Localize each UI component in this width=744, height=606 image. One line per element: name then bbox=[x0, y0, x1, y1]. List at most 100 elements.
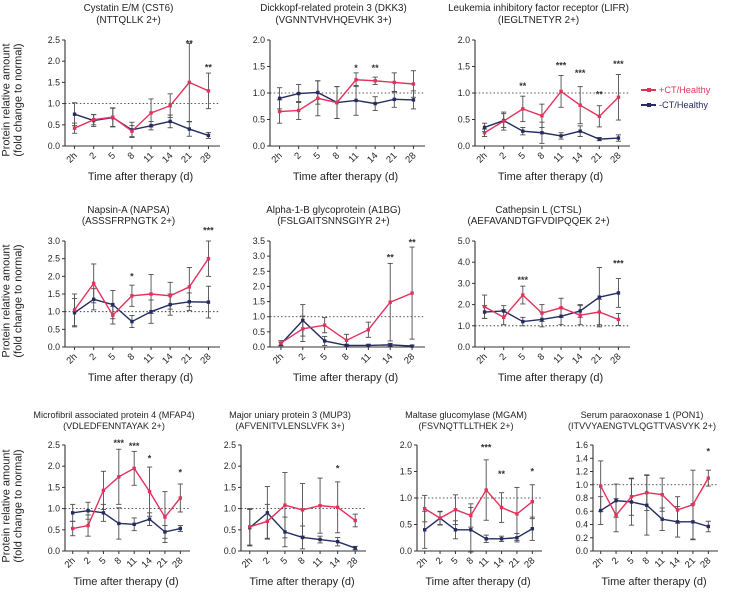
panel-title: Cathepsin L (CTSL) bbox=[495, 204, 582, 216]
svg-text:28: 28 bbox=[197, 149, 212, 164]
svg-text:5: 5 bbox=[515, 351, 526, 362]
svg-text:8: 8 bbox=[464, 554, 475, 565]
svg-text:14: 14 bbox=[159, 351, 174, 366]
svg-text:5: 5 bbox=[515, 149, 526, 160]
panel-subtitle: (IEGLTNETYR 2+) bbox=[497, 14, 580, 26]
svg-text:***: *** bbox=[613, 58, 624, 68]
svg-text:*: * bbox=[336, 463, 340, 473]
chart-panel-napsa: Napsin-A (NAPSA) (ASSSFRPNGTK 2+) 0.0 0.5 1.… bbox=[26, 204, 231, 384]
figure-row-3: Protein relative amount (fold change to … bbox=[0, 410, 744, 588]
svg-text:28: 28 bbox=[344, 554, 359, 569]
svg-text:**: ** bbox=[204, 62, 212, 72]
svg-text:2: 2 bbox=[496, 149, 507, 160]
svg-text:1.5: 1.5 bbox=[47, 77, 59, 87]
svg-text:5: 5 bbox=[105, 351, 116, 362]
panel-title: Microfibril associated protein 4 (MFAP4) bbox=[33, 410, 195, 420]
svg-text:2.0: 2.0 bbox=[400, 440, 412, 450]
svg-text:14: 14 bbox=[139, 554, 154, 569]
chart-panel-ctsl: Cathepsin L (CTSL) (AEFAVANDTGFVDIPQQEK 2… bbox=[436, 204, 641, 384]
panel-plot: 0.0 0.2 0.4 0.6 0.8 1.0 1.2 1.4 1.6 2h 2 5 8 11 14 21 28… bbox=[576, 440, 718, 570]
svg-text:**: ** bbox=[371, 63, 379, 73]
svg-text:14: 14 bbox=[327, 554, 342, 569]
svg-text:2: 2 bbox=[260, 554, 271, 565]
svg-text:8: 8 bbox=[329, 149, 340, 160]
x-axis-label: Time after therapy (d) bbox=[292, 170, 399, 183]
y-axis-title-line1: Protein relative amount bbox=[0, 244, 13, 358]
svg-text:2h: 2h bbox=[63, 149, 78, 164]
svg-text:11: 11 bbox=[124, 554, 139, 569]
svg-text:28: 28 bbox=[698, 554, 713, 569]
svg-text:11: 11 bbox=[345, 149, 360, 164]
svg-text:2.0: 2.0 bbox=[224, 461, 236, 471]
svg-text:5: 5 bbox=[317, 351, 328, 362]
svg-text:2: 2 bbox=[81, 554, 92, 565]
panel-subtitle: (ITVVYAENGTVLQGTTVASVYK 2+) bbox=[568, 420, 716, 431]
svg-text:3.0: 3.0 bbox=[457, 278, 469, 288]
svg-text:8: 8 bbox=[124, 149, 135, 160]
svg-text:2.0: 2.0 bbox=[457, 35, 469, 45]
svg-text:1.0: 1.0 bbox=[252, 312, 264, 322]
svg-text:8: 8 bbox=[124, 351, 135, 362]
svg-text:0.5: 0.5 bbox=[457, 114, 469, 124]
svg-text:0.0: 0.0 bbox=[576, 546, 588, 556]
svg-text:28: 28 bbox=[607, 149, 622, 164]
panel-title: Napsin-A (NAPSA) bbox=[87, 204, 170, 216]
svg-text:1.5: 1.5 bbox=[457, 61, 469, 71]
panel-plot: 0.0 1.0 2.0 3.0 4.0 5.0 2h 2 5 8 11 14 21 28 *** *** bbox=[457, 236, 630, 366]
panel-row-1: Cystatin E/M (CST6) (NTTQLLK 2+) 0.0 0.5 1.0… bbox=[26, 3, 641, 183]
svg-text:8: 8 bbox=[534, 351, 545, 362]
x-axis-label: Time after therapy (d) bbox=[497, 170, 604, 183]
svg-text:0.0: 0.0 bbox=[48, 546, 60, 556]
x-axis-label: Time after therapy (d) bbox=[249, 575, 355, 588]
panel-subtitle: (FSLGAITSNNSGIYR 2+) bbox=[277, 216, 390, 228]
svg-text:2h: 2h bbox=[63, 351, 78, 366]
figure-row-2: Protein relative amount (fold change to … bbox=[0, 204, 744, 385]
svg-text:1.4: 1.4 bbox=[576, 453, 588, 463]
chart-panel-lifr: Leukemia inhibitory factor receptor (LIF… bbox=[436, 3, 641, 183]
svg-text:8: 8 bbox=[640, 554, 651, 565]
x-axis-label: Time after therapy (d) bbox=[87, 372, 194, 384]
svg-text:8: 8 bbox=[112, 554, 123, 565]
y-axis-title-line2: (fold change to normal) bbox=[13, 449, 25, 563]
panel-title: Maltase glucomylase (MGAM) bbox=[405, 410, 527, 420]
svg-text:0.5: 0.5 bbox=[47, 324, 59, 334]
figure-row-1: Protein relative amount (fold change to … bbox=[0, 0, 744, 183]
svg-text:21: 21 bbox=[588, 351, 603, 366]
svg-text:2.0: 2.0 bbox=[457, 300, 469, 310]
svg-text:2: 2 bbox=[496, 351, 507, 362]
svg-text:8: 8 bbox=[534, 149, 545, 160]
y-axis-title-column: Protein relative amount (fold change to … bbox=[0, 205, 26, 385]
y-axis-title-line1: Protein relative amount bbox=[0, 43, 13, 157]
y-axis-title-column: Protein relative amount (fold change to … bbox=[0, 3, 26, 183]
svg-text:2: 2 bbox=[609, 554, 620, 565]
y-axis-title: Protein relative amount (fold change to … bbox=[1, 449, 26, 562]
y-axis-title-column: Protein relative amount (fold change to … bbox=[0, 410, 26, 588]
panel-plot: 0.00.51.01.52.02h 2 5 8 11 14 21 28* ** bbox=[252, 35, 425, 164]
svg-text:14: 14 bbox=[569, 351, 584, 366]
svg-text:0.5: 0.5 bbox=[224, 525, 236, 535]
svg-text:21: 21 bbox=[588, 149, 603, 164]
panel-title: Serum paraoxonase 1 (PON1) bbox=[580, 410, 704, 420]
panel-plot: 0.0 0.5 1.0 1.5 2.0 2.5 2h 2 5 8 11 14 21 28 ** ** bbox=[47, 35, 220, 164]
svg-text:**: ** bbox=[408, 238, 416, 248]
legend: +CT/Healthy -CT/Healthy bbox=[641, 83, 729, 112]
legend-label-minus-ct: -CT/Healthy bbox=[659, 99, 709, 110]
svg-text:14: 14 bbox=[667, 554, 682, 569]
chart-panel-mfap4: Microfibril associated protein 4 (MFAP4)… bbox=[26, 410, 202, 588]
svg-text:0.0: 0.0 bbox=[47, 342, 59, 352]
svg-text:11: 11 bbox=[358, 351, 373, 366]
svg-text:0.0: 0.0 bbox=[457, 342, 469, 352]
panel-subtitle: (AEFAVANDTGFVDIPQQEK 2+) bbox=[467, 216, 610, 228]
svg-text:14: 14 bbox=[159, 149, 174, 164]
svg-text:14: 14 bbox=[569, 149, 584, 164]
svg-text:21: 21 bbox=[506, 554, 521, 569]
svg-text:14: 14 bbox=[364, 149, 379, 164]
svg-text:2: 2 bbox=[86, 149, 97, 160]
svg-text:2h: 2h bbox=[590, 554, 605, 569]
svg-text:1.0: 1.0 bbox=[576, 480, 588, 490]
plus-ct-line-marker-icon bbox=[641, 88, 656, 93]
svg-text:1.5: 1.5 bbox=[252, 297, 264, 307]
chart-panel-dkk3: Dickkopf-related protein 3 (DKK3) (VGNNTV… bbox=[231, 3, 436, 183]
minus-ct-line-marker-icon bbox=[641, 103, 656, 108]
